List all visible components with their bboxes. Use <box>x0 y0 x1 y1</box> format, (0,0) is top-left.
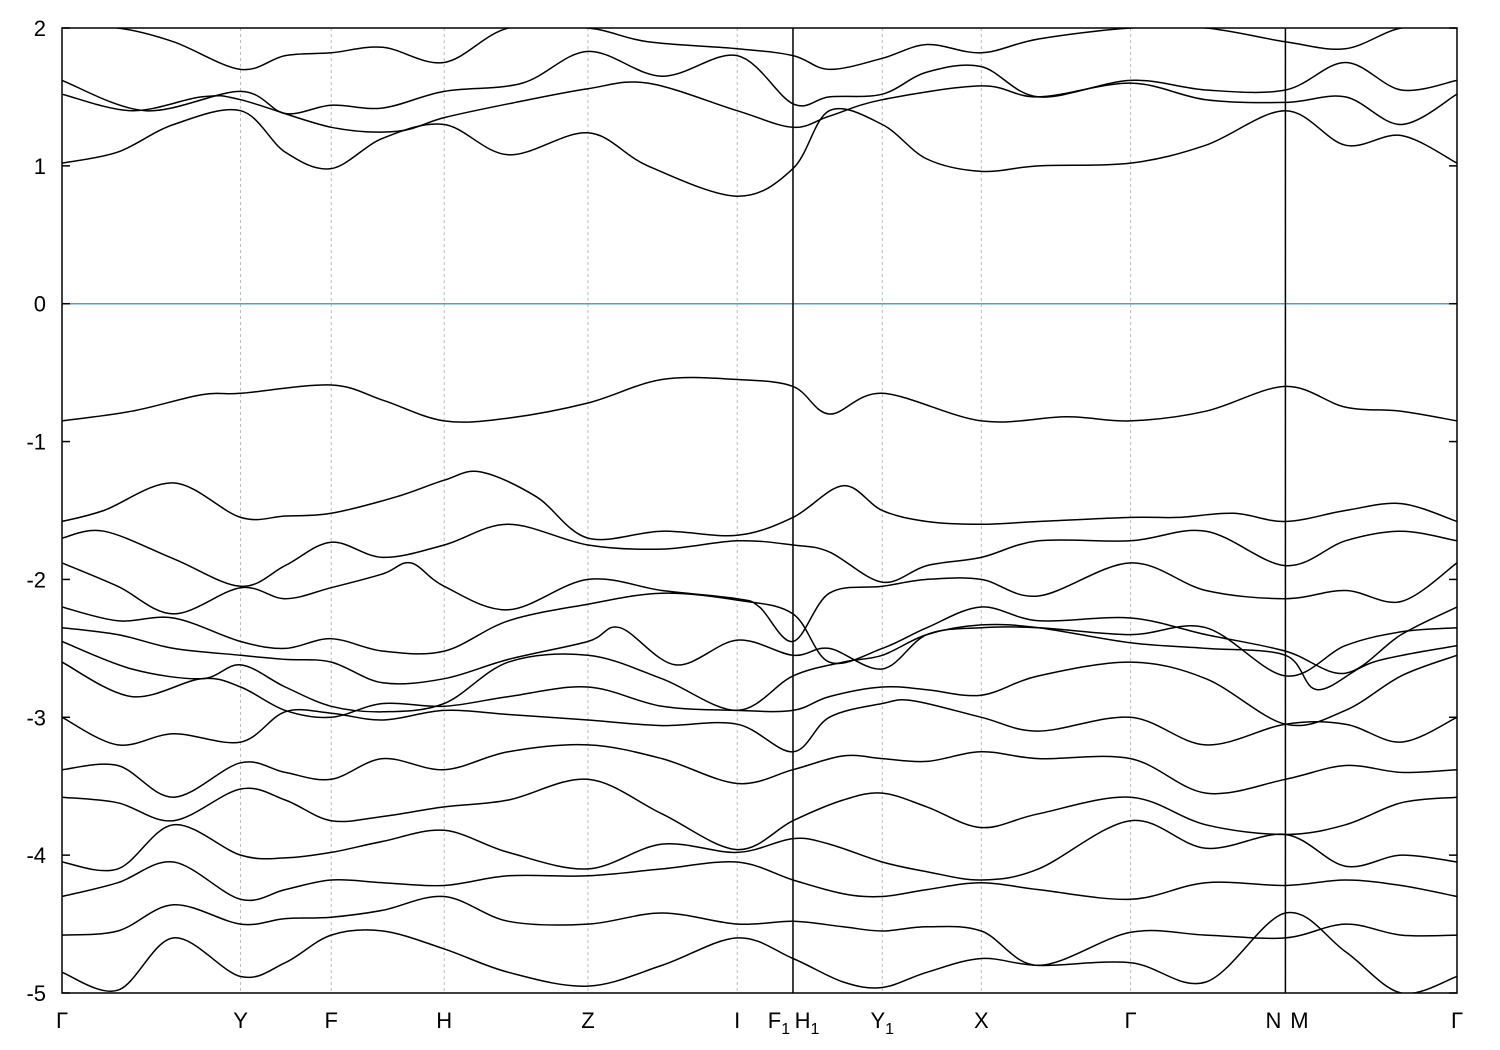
x-tick-label: Γ <box>1125 1008 1137 1033</box>
x-tick-label: Γ <box>56 1008 68 1033</box>
band-line-9 <box>62 592 1457 675</box>
x-tick-label: Γ <box>1451 1008 1463 1033</box>
y-axis-ticks: 2 1 0 -1 -2 -3 -4 -5 <box>26 16 1457 1006</box>
y-tick-label: 2 <box>34 16 46 41</box>
y-tick-label: -1 <box>26 430 46 455</box>
x-axis-ticks: Γ Y F H Z I F1 H1 Y1 X Γ N M Γ <box>56 1008 1463 1038</box>
x-tick-label: I <box>734 1008 740 1033</box>
band-line-1 <box>62 107 1457 197</box>
band-line-17 <box>62 860 1457 902</box>
band-line-15 <box>62 778 1457 851</box>
y-tick-label: -3 <box>26 705 46 730</box>
x-tick-label: Y1 <box>870 1008 894 1038</box>
y-tick-label: 0 <box>34 292 46 317</box>
band-line-5 <box>62 376 1457 423</box>
x-tick-label: X <box>974 1008 989 1033</box>
y-tick-label: -5 <box>26 981 46 1006</box>
grid-lines <box>240 28 1286 993</box>
y-tick-label: -4 <box>26 843 46 868</box>
band-line-10 <box>62 625 1457 685</box>
x-tick-label: N <box>1265 1008 1281 1033</box>
band-line-16 <box>62 819 1457 881</box>
band-line-18 <box>62 895 1457 967</box>
band-line-7 <box>62 523 1457 588</box>
x-tick-label: Y <box>233 1008 248 1033</box>
x-tick-label: H <box>436 1008 452 1033</box>
x-tick-label: H1 <box>795 1008 820 1038</box>
band-line-14 <box>62 743 1457 798</box>
band-lines <box>62 28 1457 993</box>
x-tick-label: F1 <box>768 1008 790 1038</box>
x-tick-label: F <box>325 1008 338 1033</box>
band-line-11 <box>62 623 1457 713</box>
band-line-3 <box>62 50 1457 115</box>
band-line-19 <box>62 911 1457 993</box>
x-tick-label: Z <box>581 1008 594 1033</box>
band-line-4 <box>62 28 1457 71</box>
plot-frame <box>61 27 1458 994</box>
y-tick-label: -2 <box>26 567 46 592</box>
band-line-6 <box>62 470 1457 541</box>
y-tick-label: 1 <box>34 154 46 179</box>
band-line-13 <box>62 699 1457 753</box>
band-line-12 <box>62 654 1457 727</box>
x-tick-label: M <box>1290 1008 1308 1033</box>
